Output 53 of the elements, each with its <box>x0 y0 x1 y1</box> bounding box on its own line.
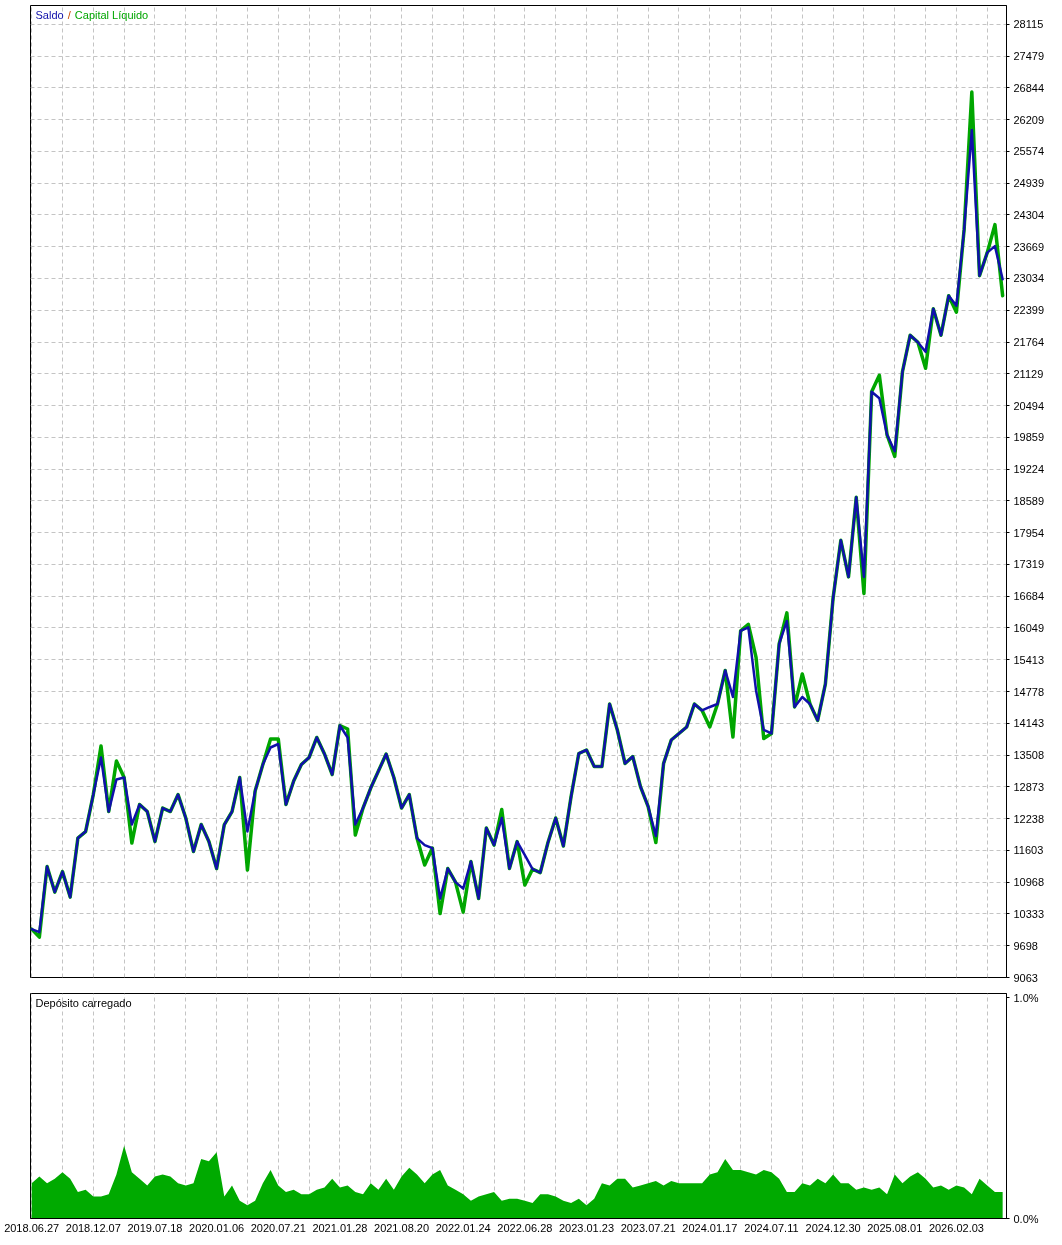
x-tick-label: 2023.01.23 <box>558 1221 615 1234</box>
y-tick-label: 20494 <box>1013 399 1045 412</box>
x-tick-label: 2021.01.28 <box>312 1221 368 1234</box>
x-tick-label: 2020.01.06 <box>189 1221 245 1234</box>
y-tick-label: 26844 <box>1013 81 1045 94</box>
x-tick-label: 2022.01.24 <box>435 1221 491 1234</box>
text: Saldo <box>35 8 64 21</box>
y-tick-label: 12873 <box>1013 780 1045 793</box>
y-tick-label: 26209 <box>1013 113 1045 126</box>
y-tick-label: 22399 <box>1013 304 1045 317</box>
x-tick-label: 2020.07.21 <box>250 1221 306 1234</box>
y-tick-label: 9698 <box>1013 939 1038 952</box>
y-tick-label: 21764 <box>1013 336 1045 349</box>
y-tick-label: 17319 <box>1013 558 1045 571</box>
y-tick-label: 1.0% <box>1013 991 1039 1004</box>
x-tick-label: 2024.01.17 <box>682 1221 738 1234</box>
y-tick-label: 21129 <box>1013 367 1044 380</box>
y-tick-label: 9063 <box>1013 971 1038 984</box>
y-tick-label: 23034 <box>1013 272 1045 285</box>
x-tick-label: 2021.08.20 <box>374 1221 430 1234</box>
x-tick-label: 2018.12.07 <box>65 1221 121 1234</box>
y-tick-label: 24304 <box>1013 208 1045 221</box>
y-tick-label: 10333 <box>1013 907 1045 920</box>
x-tick-label: 2025.08.01 <box>867 1221 923 1234</box>
text: Capital Líquido <box>74 8 149 21</box>
y-tick-label: 16049 <box>1013 621 1045 634</box>
x-tick-label: 2026.02.03 <box>928 1221 984 1234</box>
annotation: / <box>67 8 72 21</box>
x-tick-label: 2024.12.30 <box>805 1221 861 1234</box>
y-tick-label: 23669 <box>1013 240 1045 253</box>
y-tick-label: 14143 <box>1013 717 1045 730</box>
y-tick-label: 10968 <box>1013 876 1045 889</box>
y-tick-label: 18589 <box>1013 494 1045 507</box>
x-tick-label: 2023.07.21 <box>620 1221 676 1234</box>
y-tick-label: 16684 <box>1013 590 1045 603</box>
y-tick-label: 28115 <box>1013 18 1044 31</box>
chart-title: Depósito carregado <box>35 996 132 1009</box>
y-tick-label: 11603 <box>1013 844 1044 857</box>
y-tick-label: 19859 <box>1013 431 1045 444</box>
x-tick-label: 2019.07.18 <box>127 1221 183 1234</box>
y-tick-label: 15413 <box>1013 653 1045 666</box>
y-tick-label: 25574 <box>1013 145 1045 158</box>
y-tick-label: 27479 <box>1013 50 1045 63</box>
y-tick-label: 0.0% <box>1013 1212 1039 1225</box>
y-tick-label: 14778 <box>1013 685 1045 698</box>
y-tick-label: 12238 <box>1013 812 1045 825</box>
x-tick-label: 2022.06.28 <box>497 1221 553 1234</box>
y-tick-label: 24939 <box>1013 177 1045 190</box>
y-tick-label: 17954 <box>1013 526 1045 539</box>
x-tick-label: 2024.07.11 <box>744 1221 799 1234</box>
x-tick-label: 2018.06.27 <box>4 1221 60 1234</box>
y-tick-label: 13508 <box>1013 749 1045 762</box>
y-tick-label: 19224 <box>1013 463 1045 476</box>
